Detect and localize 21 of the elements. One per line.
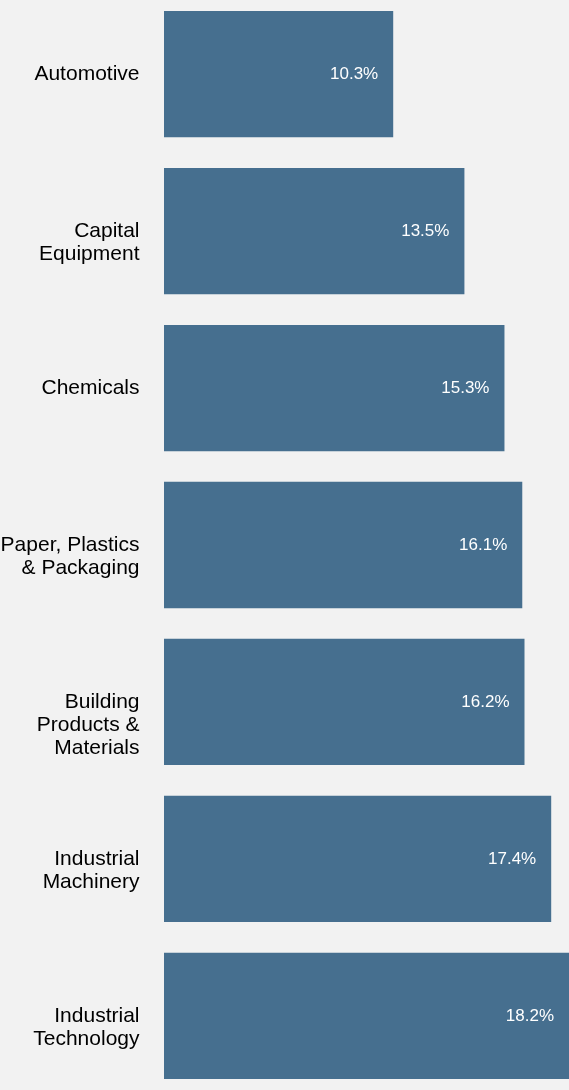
bar (164, 481, 523, 609)
y-tick-label: Paper, Plastics & Packaging (0, 532, 140, 578)
bar (164, 795, 552, 923)
bar (164, 167, 465, 295)
bar (164, 638, 525, 766)
data-label: 16.2% (461, 691, 510, 711)
y-tick-label: Industrial Technology (33, 1002, 140, 1049)
y-tick-label: Building Products & Materials (36, 688, 140, 758)
y-tick-label: Capital Equipment (39, 218, 140, 265)
data-label: 10.3% (330, 64, 379, 84)
y-tick-label: Automotive (34, 61, 140, 85)
bar (164, 10, 394, 138)
bar (164, 952, 569, 1080)
data-label: 18.2% (505, 1005, 554, 1025)
y-tick-label: Chemicals (41, 375, 140, 399)
y-tick-label: Industrial Machinery (42, 845, 140, 892)
data-label: 15.3% (441, 378, 490, 398)
data-label: 17.4% (487, 848, 537, 868)
data-label: 16.1% (459, 535, 508, 554)
data-label: 13.5% (401, 221, 450, 241)
bar (164, 324, 505, 452)
